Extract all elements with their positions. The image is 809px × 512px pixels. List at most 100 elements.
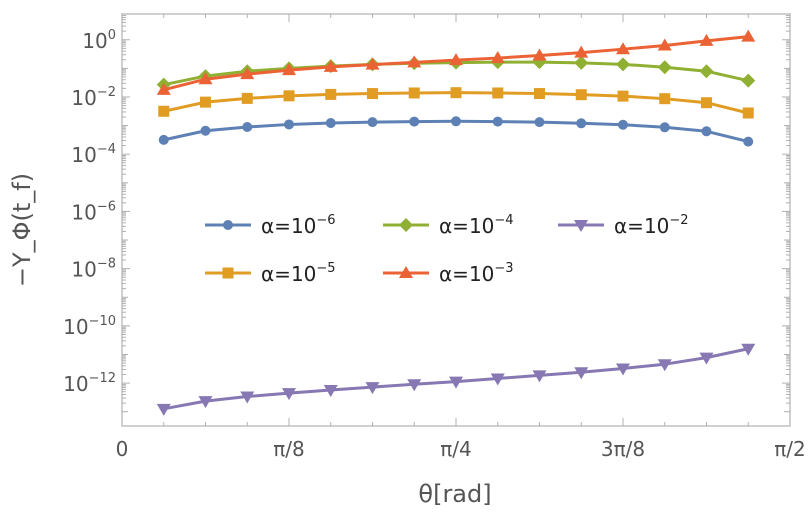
legend-swatch-marker [399,266,413,278]
series-4 [156,29,756,95]
legend-entry: α=10−2 [558,213,689,238]
data-point [741,73,756,88]
x-axis-ticks: 0 π/8 π/4 3π/8 π/2 [116,14,806,461]
data-point [240,391,255,404]
data-point [490,373,505,386]
data-point [574,367,589,380]
data-point [659,93,671,105]
data-point [325,118,336,129]
data-point [699,352,714,365]
y-tick-label: 10−8 [71,257,116,282]
data-point [241,92,253,104]
legend-label: α=10−6 [261,213,336,238]
data-point [617,90,629,102]
data-point [450,87,462,99]
legend-entry: α=10−5 [205,261,336,286]
data-point [657,60,672,75]
data-point [576,118,587,129]
data-point [283,90,295,102]
data-point [407,55,422,68]
data-point [534,117,545,128]
data-point [156,82,171,95]
y-tick-label: 100 [82,28,116,53]
x-tick-label: π/4 [440,437,472,461]
data-point [323,59,338,72]
data-point [282,63,296,76]
data-point [449,53,463,66]
legend-label: α=10−4 [439,213,514,238]
y-axis-ticks: 100 10−2 10−4 10−6 10−8 10−10 10−12 [63,15,790,413]
data-point [742,107,754,119]
data-point [199,96,211,108]
x-tick-label: π/8 [273,437,305,461]
x-tick-label: π/2 [774,437,806,461]
data-point [198,72,213,85]
data-point [741,343,756,356]
data-point [492,116,503,127]
data-point [533,88,545,100]
data-point [657,38,672,51]
data-point [699,33,714,46]
legend-swatch-marker [223,220,233,230]
data-point [616,363,630,376]
data-point [407,379,422,392]
legend-entry: α=10−6 [205,213,336,238]
x-tick-label: 0 [116,437,129,461]
x-tick-label: 3π/8 [601,437,645,461]
y-tick-label: 10−6 [71,199,116,224]
data-point [657,359,672,372]
x-axis-title: θ[rad] [418,480,491,508]
data-point [409,116,420,127]
data-point [616,42,630,55]
data-point [200,125,211,136]
data-point [743,136,754,147]
data-point [451,116,461,127]
legend-label: α=10−2 [614,213,689,238]
legend-label: α=10−3 [439,261,514,286]
data-point [574,55,589,70]
data-point [532,370,547,383]
y-tick-label: 10−12 [63,371,116,396]
data-point [198,396,213,409]
data-point [700,97,712,109]
data-point [156,403,171,416]
y-tick-label: 10−2 [71,85,116,110]
data-point [492,87,504,99]
data-point [701,126,712,137]
data-point [367,117,378,128]
data-point [240,67,255,80]
data-point [366,88,378,100]
data-point [158,134,169,145]
data-point [490,51,505,64]
data-point [659,122,670,133]
legend-swatch-marker [222,267,234,279]
data-point [618,119,628,130]
series-5 [156,343,756,416]
data-point [365,382,380,395]
data-point [158,105,170,117]
legend-label: α=10−5 [261,261,336,286]
series-2 [158,87,754,119]
legend: α=10−6 α=10−4 α=10−2 α=10−5 α=10−3 [205,213,689,286]
data-point [741,29,756,42]
series-1 [158,116,754,147]
y-tick-label: 10−4 [71,142,116,167]
data-point [323,384,338,397]
data-point [325,88,337,100]
data-point [282,388,296,401]
legend-swatch-marker [574,220,588,232]
series-group [156,29,756,416]
data-point [574,45,589,58]
data-point [699,64,714,79]
data-point [284,119,294,130]
data-point [365,57,380,70]
y-axis-title: −Y_Φ(t_f) [8,173,36,287]
data-point [449,376,463,389]
data-point [532,48,547,61]
legend-entry: α=10−3 [383,261,514,286]
data-point [408,87,420,99]
data-point [616,57,630,72]
legend-entry: α=10−4 [383,213,514,238]
data-point [575,89,587,101]
